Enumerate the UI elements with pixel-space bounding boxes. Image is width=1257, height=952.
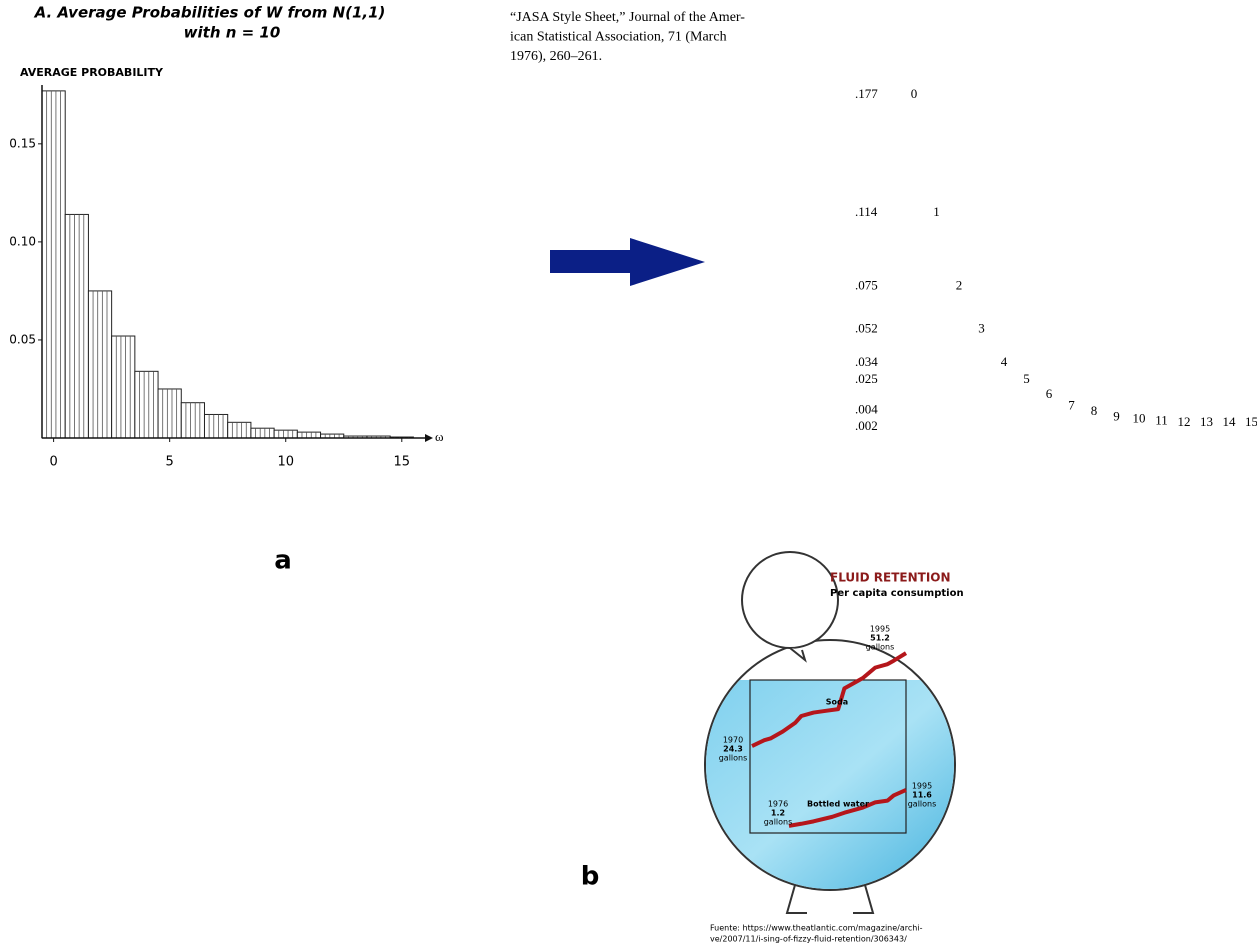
x-axis-label: ω (435, 429, 444, 444)
annotation-unit: gallons (866, 643, 895, 652)
bar (251, 428, 274, 438)
source: Fuente: https://www.theatlantic.com/maga… (710, 924, 923, 933)
figure: A. Average Probabilities of W from N(1,1… (0, 0, 1257, 952)
category-mark: 10 (1133, 410, 1146, 425)
annotation-value: 24.3 (723, 745, 743, 754)
panel-label: b (581, 862, 600, 892)
x-axis-arrow (425, 434, 433, 442)
x-tick-label: 15 (394, 455, 411, 470)
bar (65, 214, 88, 438)
category-mark: 3 (978, 320, 985, 335)
category-mark: 9 (1113, 409, 1120, 424)
value-label: .034 (855, 354, 878, 369)
category-mark: 12 (1178, 414, 1191, 429)
y-axis-label: AVERAGE PROBABILITY (20, 66, 164, 79)
value-label: .052 (855, 320, 878, 335)
category-mark: 2 (956, 277, 963, 292)
category-mark: 11 (1155, 412, 1168, 427)
value-label: .002 (855, 418, 878, 433)
value-label: .025 (855, 371, 878, 386)
category-mark: 1 (933, 204, 940, 219)
category-mark: 8 (1091, 403, 1098, 418)
category-mark: 14 (1223, 414, 1237, 429)
category-mark: 15 (1245, 414, 1257, 429)
annotation-value: 51.2 (870, 634, 890, 643)
series-name: Bottled water (807, 800, 869, 809)
citation: ican Statistical Association, 71 (March (510, 30, 727, 45)
citation: “JASA Style Sheet,” Journal of the Amer- (510, 10, 745, 25)
value-label: .177 (855, 86, 878, 101)
illustration (700, 552, 960, 913)
y-tick-label: 0.05 (9, 332, 36, 346)
category-mark: 5 (1023, 371, 1030, 386)
bar (112, 336, 135, 438)
page: A. Average Probabilities of W from N(1,1… (0, 0, 1257, 952)
x-tick-label: 5 (166, 455, 174, 470)
chart-subtitle: with n = 10 (184, 24, 281, 42)
series-name: Soda (826, 698, 848, 707)
y-tick-label: 0.15 (9, 136, 36, 150)
annotation-year: 1976 (768, 800, 788, 809)
annotation-year: 1970 (723, 736, 743, 745)
category-mark: 13 (1200, 414, 1213, 429)
x-tick-label: 10 (277, 455, 294, 470)
bar (158, 389, 181, 438)
source: ve/2007/11/i-sing-of-fizzy-fluid-retenti… (710, 935, 907, 944)
chart-title: FLUID RETENTION (830, 571, 951, 585)
category-mark: 0 (911, 86, 918, 101)
bar (88, 291, 111, 438)
value-label: .075 (855, 277, 878, 292)
annotation-year: 1995 (912, 782, 932, 791)
citation: 1976), 260–261. (510, 49, 602, 64)
chart-subtitle: Per capita consumption (830, 588, 964, 599)
annotation-value: 1.2 (771, 809, 785, 818)
y-tick-label: 0.10 (9, 234, 36, 248)
bar (204, 414, 227, 438)
value-label: .004 (855, 401, 878, 416)
bar (135, 371, 158, 438)
panel-label: a (274, 546, 292, 576)
annotation-unit: gallons (764, 818, 793, 827)
chart-title: A. Average Probabilities of W from N(1,1… (34, 4, 386, 22)
annotation-value: 11.6 (912, 791, 932, 800)
category-mark: 7 (1068, 397, 1075, 412)
bar (181, 403, 204, 438)
bar (228, 422, 251, 438)
x-tick-label: 0 (49, 455, 57, 470)
category-mark: 6 (1046, 386, 1053, 401)
annotation-unit: gallons (719, 754, 748, 763)
arrow (550, 238, 705, 286)
bar (42, 91, 65, 438)
annotation-unit: gallons (908, 800, 937, 809)
bar (297, 432, 320, 438)
value-label: .114 (855, 204, 878, 219)
annotation-year: 1995 (870, 625, 890, 634)
category-mark: 4 (1001, 354, 1008, 369)
bar (274, 430, 297, 438)
